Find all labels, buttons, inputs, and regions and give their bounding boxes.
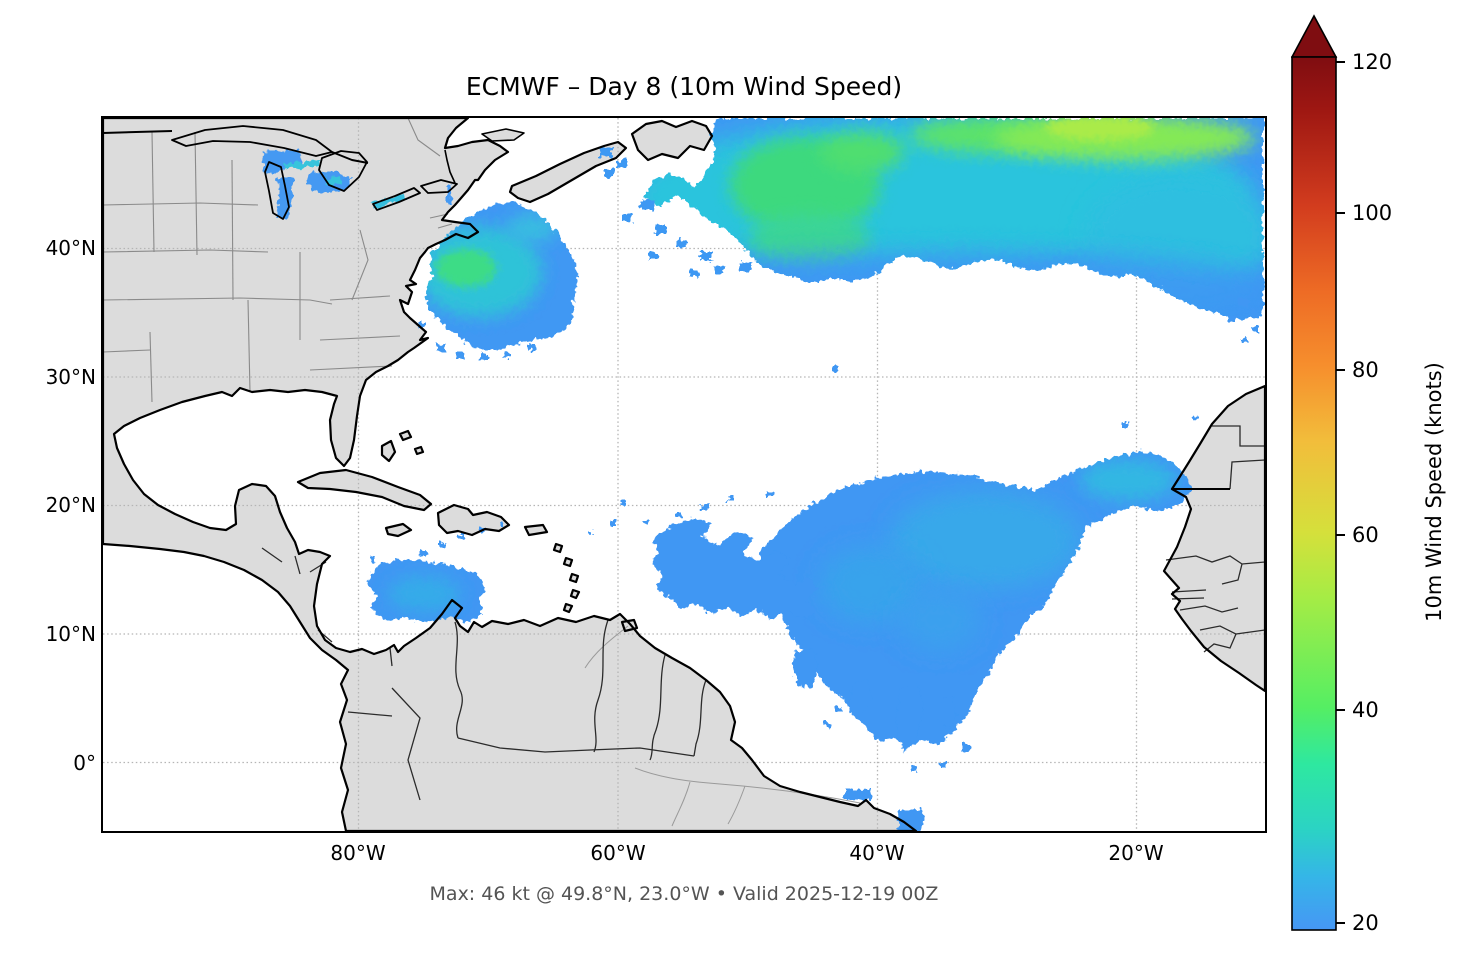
lat-tick-label: 20°N bbox=[45, 493, 96, 517]
lon-tick-label: 20°W bbox=[1108, 841, 1164, 865]
lat-tick-label: 0° bbox=[73, 751, 96, 775]
map-canvas bbox=[103, 118, 1265, 831]
colorbar-tick-label: 60 bbox=[1352, 523, 1379, 547]
colorbar-tick-label: 20 bbox=[1352, 911, 1379, 935]
wind-field-us-east-coast bbox=[418, 202, 578, 360]
colorbar-tick-label: 80 bbox=[1352, 358, 1379, 382]
lat-tick-label: 40°N bbox=[45, 236, 96, 260]
lon-tick-label: 80°W bbox=[330, 841, 386, 865]
lon-tick-label: 60°W bbox=[590, 841, 646, 865]
coastlines bbox=[103, 118, 1265, 831]
colorbar-tick-label: 120 bbox=[1352, 50, 1393, 74]
wind-field-great-lakes bbox=[262, 150, 452, 218]
lat-tick-label: 10°N bbox=[45, 622, 96, 646]
colorbar-tick-label: 100 bbox=[1352, 201, 1393, 225]
colorbar bbox=[1291, 14, 1345, 931]
colorbar-ticks bbox=[1336, 61, 1345, 924]
wind-specks bbox=[588, 298, 1259, 831]
state-borders bbox=[103, 118, 453, 403]
colorbar-arrow bbox=[1291, 14, 1338, 58]
lat-tick-label: 30°N bbox=[45, 365, 96, 389]
country-borders bbox=[261, 425, 1265, 801]
wind-fields bbox=[262, 118, 1263, 831]
lon-tick-label: 40°W bbox=[849, 841, 905, 865]
wind-field-newfoundland-area bbox=[600, 148, 752, 277]
colorbar-tick-label: 40 bbox=[1352, 698, 1379, 722]
wind-field-trade-winds bbox=[620, 451, 1192, 772]
colorbar-bar bbox=[1291, 56, 1337, 931]
plot-title: ECMWF – Day 8 (10m Wind Speed) bbox=[465, 72, 903, 101]
colorbar-axis-label: 10m Wind Speed (knots) bbox=[1422, 362, 1446, 622]
caption: Max: 46 kt @ 49.8°N, 23.0°W • Valid 2025… bbox=[429, 883, 939, 905]
wind-field-north-atlantic bbox=[644, 118, 1263, 319]
wind-field-caribbean bbox=[367, 522, 505, 622]
